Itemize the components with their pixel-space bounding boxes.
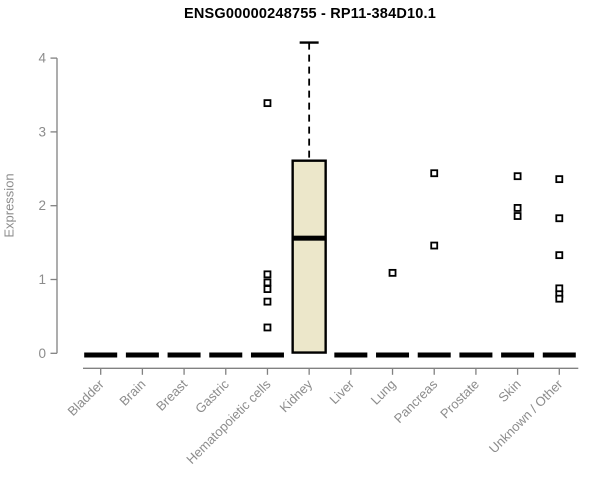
x-category-label: Prostate — [437, 377, 482, 422]
x-category-label: Unknown / Other — [486, 376, 566, 456]
y-tick-label: 4 — [38, 51, 46, 66]
outlier-point — [263, 323, 272, 332]
collapsed-box — [334, 352, 368, 358]
collapsed-box — [84, 352, 118, 358]
outlier-point — [513, 212, 522, 220]
outlier-point — [263, 270, 272, 279]
outlier-point — [263, 285, 272, 293]
y-tick-label: 2 — [38, 198, 46, 213]
collapsed-box — [459, 352, 493, 358]
outlier-point — [513, 172, 522, 181]
outlier-point — [263, 278, 272, 287]
x-category-label: Pancreas — [391, 376, 441, 426]
x-category-label: Liver — [326, 376, 357, 407]
x-category-label: Bladder — [65, 376, 108, 419]
chart-title: ENSG00000248755 - RP11-384D10.1 — [183, 6, 437, 22]
x-category-label: Skin — [495, 377, 523, 405]
y-tick-label: 3 — [38, 124, 46, 139]
outlier-point — [555, 214, 564, 223]
outlier-point — [263, 297, 272, 306]
y-tick-label: 0 — [38, 346, 46, 361]
collapsed-box — [250, 352, 284, 358]
median-line — [292, 235, 326, 241]
outlier-point — [430, 169, 439, 178]
collapsed-box — [417, 352, 451, 358]
x-category-label: Brain — [116, 377, 148, 409]
y-tick-label: 1 — [38, 272, 46, 287]
collapsed-box — [501, 352, 535, 358]
x-category-label: Breast — [153, 376, 190, 413]
outlier-point — [388, 268, 397, 277]
outlier-point — [263, 99, 272, 108]
x-category-label: Lung — [368, 377, 399, 408]
outlier-point — [555, 294, 564, 303]
collapsed-box — [167, 352, 201, 358]
collapsed-box — [125, 352, 159, 358]
x-category-label: Kidney — [277, 376, 316, 415]
collapsed-box — [209, 352, 243, 358]
outlier-point — [555, 175, 564, 184]
outlier-point — [430, 241, 439, 250]
box — [291, 159, 327, 354]
outlier-point — [555, 251, 564, 260]
collapsed-box — [542, 352, 576, 358]
x-category-label: Gastric — [192, 376, 232, 416]
collapsed-box — [376, 352, 410, 358]
outlier-point — [513, 204, 522, 212]
